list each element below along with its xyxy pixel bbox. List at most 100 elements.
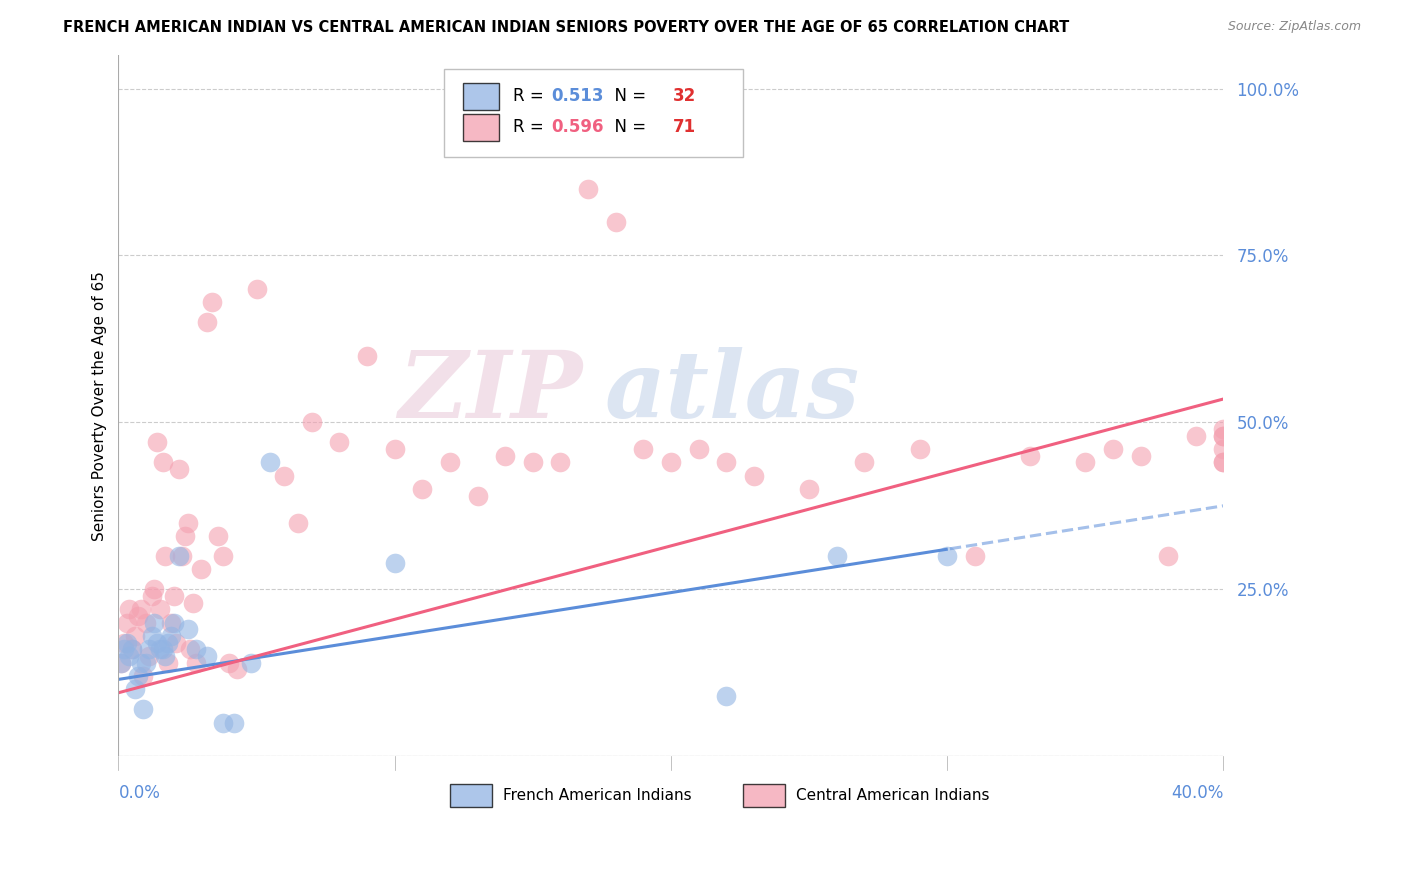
Point — [127, 609, 149, 624]
Point — [163, 589, 186, 603]
Point — [908, 442, 931, 456]
Point — [384, 556, 406, 570]
Point — [176, 516, 198, 530]
Text: N =: N = — [603, 119, 651, 136]
Point — [1212, 422, 1234, 436]
Point — [152, 642, 174, 657]
Point — [110, 656, 132, 670]
Text: FRENCH AMERICAN INDIAN VS CENTRAL AMERICAN INDIAN SENIORS POVERTY OVER THE AGE O: FRENCH AMERICAN INDIAN VS CENTRAL AMERIC… — [63, 20, 1070, 35]
FancyBboxPatch shape — [463, 83, 499, 110]
Point — [963, 549, 986, 563]
Point — [212, 549, 235, 563]
Point — [301, 415, 323, 429]
Point — [121, 642, 143, 657]
Text: R =: R = — [513, 119, 548, 136]
Text: 0.513: 0.513 — [551, 87, 605, 104]
Point — [143, 582, 166, 597]
Point — [149, 602, 172, 616]
Point — [181, 596, 204, 610]
Point — [173, 529, 195, 543]
Point — [226, 662, 249, 676]
Point — [633, 442, 655, 456]
Text: French American Indians: French American Indians — [503, 788, 692, 803]
Point — [714, 455, 737, 469]
Point — [155, 549, 177, 563]
FancyBboxPatch shape — [444, 70, 742, 157]
Point — [797, 482, 820, 496]
Point — [1102, 442, 1125, 456]
FancyBboxPatch shape — [450, 784, 492, 806]
Point — [190, 562, 212, 576]
Point — [1212, 455, 1234, 469]
Point — [259, 455, 281, 469]
Point — [132, 702, 155, 716]
Point — [742, 468, 765, 483]
Text: ZIP: ZIP — [398, 347, 582, 437]
Point — [384, 442, 406, 456]
Point — [157, 656, 180, 670]
Point — [356, 349, 378, 363]
Point — [146, 435, 169, 450]
Point — [135, 656, 157, 670]
Point — [143, 615, 166, 630]
Point — [157, 635, 180, 649]
Point — [118, 602, 141, 616]
Point — [212, 715, 235, 730]
Text: Central American Indians: Central American Indians — [796, 788, 990, 803]
Point — [218, 656, 240, 670]
Point — [155, 648, 177, 663]
Text: 71: 71 — [673, 119, 696, 136]
Point — [494, 449, 516, 463]
Point — [138, 648, 160, 663]
Point — [1019, 449, 1042, 463]
Point — [576, 182, 599, 196]
Point — [287, 516, 309, 530]
Point — [522, 455, 544, 469]
Point — [688, 442, 710, 456]
FancyBboxPatch shape — [463, 114, 499, 141]
Point — [1212, 442, 1234, 456]
Point — [115, 635, 138, 649]
Point — [1212, 455, 1234, 469]
Point — [149, 642, 172, 657]
Point — [112, 642, 135, 657]
Point — [129, 656, 152, 670]
Point — [195, 648, 218, 663]
Point — [411, 482, 433, 496]
Point — [127, 669, 149, 683]
Text: 32: 32 — [673, 87, 696, 104]
Point — [184, 642, 207, 657]
Point — [138, 642, 160, 657]
Point — [224, 715, 246, 730]
Point — [273, 468, 295, 483]
Point — [146, 635, 169, 649]
Text: 0.0%: 0.0% — [118, 784, 160, 802]
Point — [207, 529, 229, 543]
Point — [439, 455, 461, 469]
Point — [165, 635, 187, 649]
Point — [141, 629, 163, 643]
Point — [1212, 428, 1234, 442]
Point — [240, 656, 263, 670]
Point — [1212, 428, 1234, 442]
Point — [195, 315, 218, 329]
Y-axis label: Seniors Poverty Over the Age of 65: Seniors Poverty Over the Age of 65 — [93, 271, 107, 541]
Text: Source: ZipAtlas.com: Source: ZipAtlas.com — [1227, 20, 1361, 33]
Point — [245, 282, 267, 296]
Point — [110, 656, 132, 670]
Point — [112, 635, 135, 649]
Point — [129, 602, 152, 616]
Point — [167, 462, 190, 476]
Point — [201, 295, 224, 310]
Point — [124, 682, 146, 697]
Point — [936, 549, 959, 563]
Point — [135, 615, 157, 630]
Point — [328, 435, 350, 450]
Text: atlas: atlas — [605, 347, 860, 437]
Point — [1157, 549, 1180, 563]
Point — [659, 455, 682, 469]
Point — [1129, 449, 1152, 463]
FancyBboxPatch shape — [742, 784, 785, 806]
Point — [184, 656, 207, 670]
Point — [163, 615, 186, 630]
